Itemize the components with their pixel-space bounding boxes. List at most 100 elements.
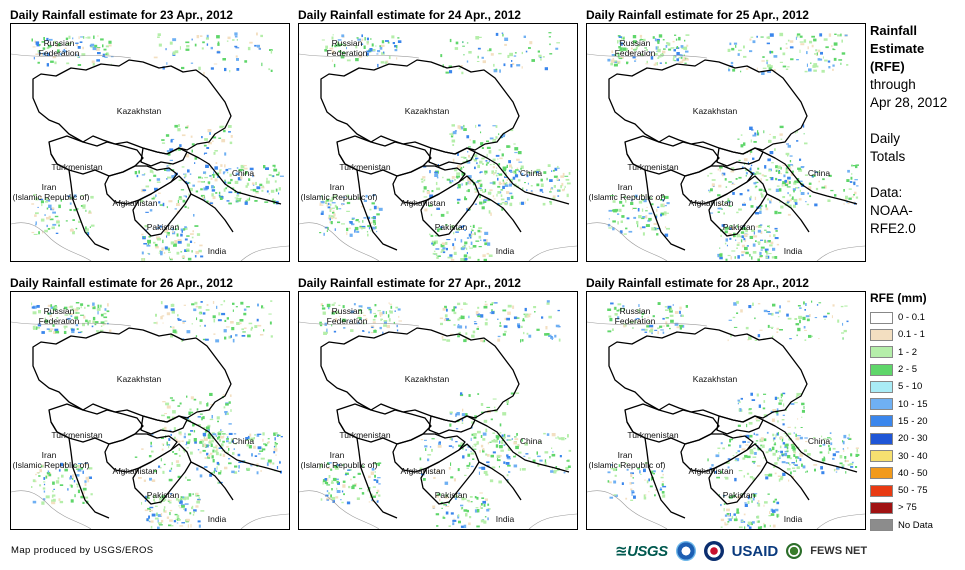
rain-pixel bbox=[736, 300, 739, 304]
rain-pixel bbox=[664, 306, 668, 308]
rain-pixel bbox=[261, 448, 264, 451]
rain-pixel bbox=[199, 325, 201, 327]
rain-pixel bbox=[169, 256, 170, 259]
rain-pixel bbox=[491, 309, 493, 312]
rain-pixel bbox=[382, 310, 385, 315]
rain-pixel bbox=[769, 50, 774, 54]
rain-pixel bbox=[331, 36, 334, 40]
rain-pixel bbox=[632, 207, 637, 209]
rain-pixel bbox=[163, 251, 166, 254]
rain-pixel bbox=[553, 175, 558, 178]
rain-pixel bbox=[181, 255, 186, 258]
rain-pixel bbox=[752, 494, 757, 497]
rain-pixel bbox=[492, 158, 496, 162]
rain-pixel bbox=[796, 334, 798, 337]
rain-pixel bbox=[745, 174, 747, 177]
rain-pixel bbox=[449, 437, 452, 440]
rain-pixel bbox=[814, 468, 816, 472]
rain-pixel bbox=[195, 335, 198, 337]
rain-pixel bbox=[488, 160, 491, 163]
country-label: India bbox=[784, 246, 803, 256]
rain-pixel bbox=[203, 198, 206, 201]
rain-pixel bbox=[221, 450, 223, 452]
rain-pixel bbox=[637, 224, 639, 228]
rain-pixel bbox=[803, 326, 806, 329]
rain-pixel bbox=[612, 468, 616, 472]
rain-pixel bbox=[206, 34, 209, 38]
rain-pixel bbox=[779, 133, 783, 136]
rain-pixel bbox=[334, 318, 338, 322]
rain-pixel bbox=[458, 316, 462, 320]
rain-pixel bbox=[477, 180, 481, 182]
rain-pixel bbox=[564, 185, 566, 188]
rain-pixel bbox=[199, 474, 203, 478]
rain-pixel bbox=[156, 512, 158, 516]
rain-pixel bbox=[37, 61, 40, 64]
rain-pixel bbox=[459, 166, 463, 170]
rain-pixel bbox=[84, 306, 86, 309]
rain-pixel bbox=[355, 58, 359, 62]
rain-pixel bbox=[506, 400, 509, 403]
rain-pixel bbox=[346, 501, 351, 505]
rain-pixel bbox=[489, 137, 494, 140]
rain-pixel bbox=[492, 451, 496, 454]
rain-pixel bbox=[495, 125, 498, 128]
rain-pixel bbox=[759, 225, 761, 227]
rain-pixel bbox=[154, 501, 156, 504]
country-label: Turkmenistan bbox=[339, 430, 390, 440]
rain-pixel bbox=[660, 212, 665, 216]
rain-pixel bbox=[637, 44, 640, 47]
country-border bbox=[132, 443, 192, 505]
rain-pixel bbox=[779, 457, 781, 459]
rain-pixel bbox=[790, 199, 792, 202]
rain-pixel bbox=[530, 191, 534, 195]
rain-pixel bbox=[352, 484, 356, 487]
rain-pixel bbox=[153, 498, 155, 502]
rain-pixel bbox=[482, 163, 484, 165]
rain-pixel bbox=[553, 169, 555, 172]
rain-pixel bbox=[273, 446, 275, 448]
rain-pixel bbox=[609, 496, 614, 499]
rain-pixel bbox=[763, 522, 765, 525]
rain-pixel bbox=[266, 177, 268, 181]
rain-pixel bbox=[648, 321, 650, 323]
rain-pixel bbox=[492, 398, 497, 400]
rain-pixel bbox=[626, 48, 629, 52]
rain-pixel bbox=[772, 335, 774, 338]
rain-pixel bbox=[651, 478, 653, 481]
rain-pixel bbox=[506, 197, 510, 201]
rain-pixel bbox=[840, 62, 842, 65]
rain-pixel bbox=[102, 323, 105, 326]
rain-pixel bbox=[78, 56, 81, 58]
country-label: Turkmenistan bbox=[339, 162, 390, 172]
rain-pixel bbox=[779, 125, 784, 129]
rain-pixel bbox=[607, 58, 611, 62]
rain-pixel bbox=[727, 518, 729, 520]
rain-pixel bbox=[787, 426, 791, 428]
rain-pixel bbox=[486, 406, 491, 408]
rain-pixel bbox=[87, 36, 91, 39]
rain-pixel bbox=[427, 458, 430, 462]
rain-pixel bbox=[838, 59, 843, 61]
rain-pixel bbox=[31, 302, 33, 306]
rain-pixel bbox=[551, 187, 553, 189]
rain-pixel bbox=[72, 219, 75, 221]
rain-pixel bbox=[776, 514, 779, 518]
rain-pixel bbox=[354, 229, 356, 233]
rain-pixel bbox=[181, 505, 185, 508]
rain-pixel bbox=[146, 518, 149, 522]
rain-pixel bbox=[811, 35, 815, 38]
country-border bbox=[420, 443, 480, 505]
rain-pixel bbox=[549, 191, 552, 193]
rain-pixel bbox=[787, 154, 789, 157]
rain-pixel bbox=[758, 188, 763, 192]
rain-pixel bbox=[480, 142, 484, 146]
rain-pixel bbox=[77, 56, 79, 58]
rain-pixel bbox=[646, 206, 648, 208]
rain-pixel bbox=[103, 48, 107, 51]
rain-pixel bbox=[769, 33, 774, 37]
rain-pixel bbox=[250, 328, 253, 331]
rain-pixel bbox=[212, 174, 215, 178]
rain-pixel bbox=[488, 150, 492, 154]
rain-pixel bbox=[490, 303, 493, 306]
